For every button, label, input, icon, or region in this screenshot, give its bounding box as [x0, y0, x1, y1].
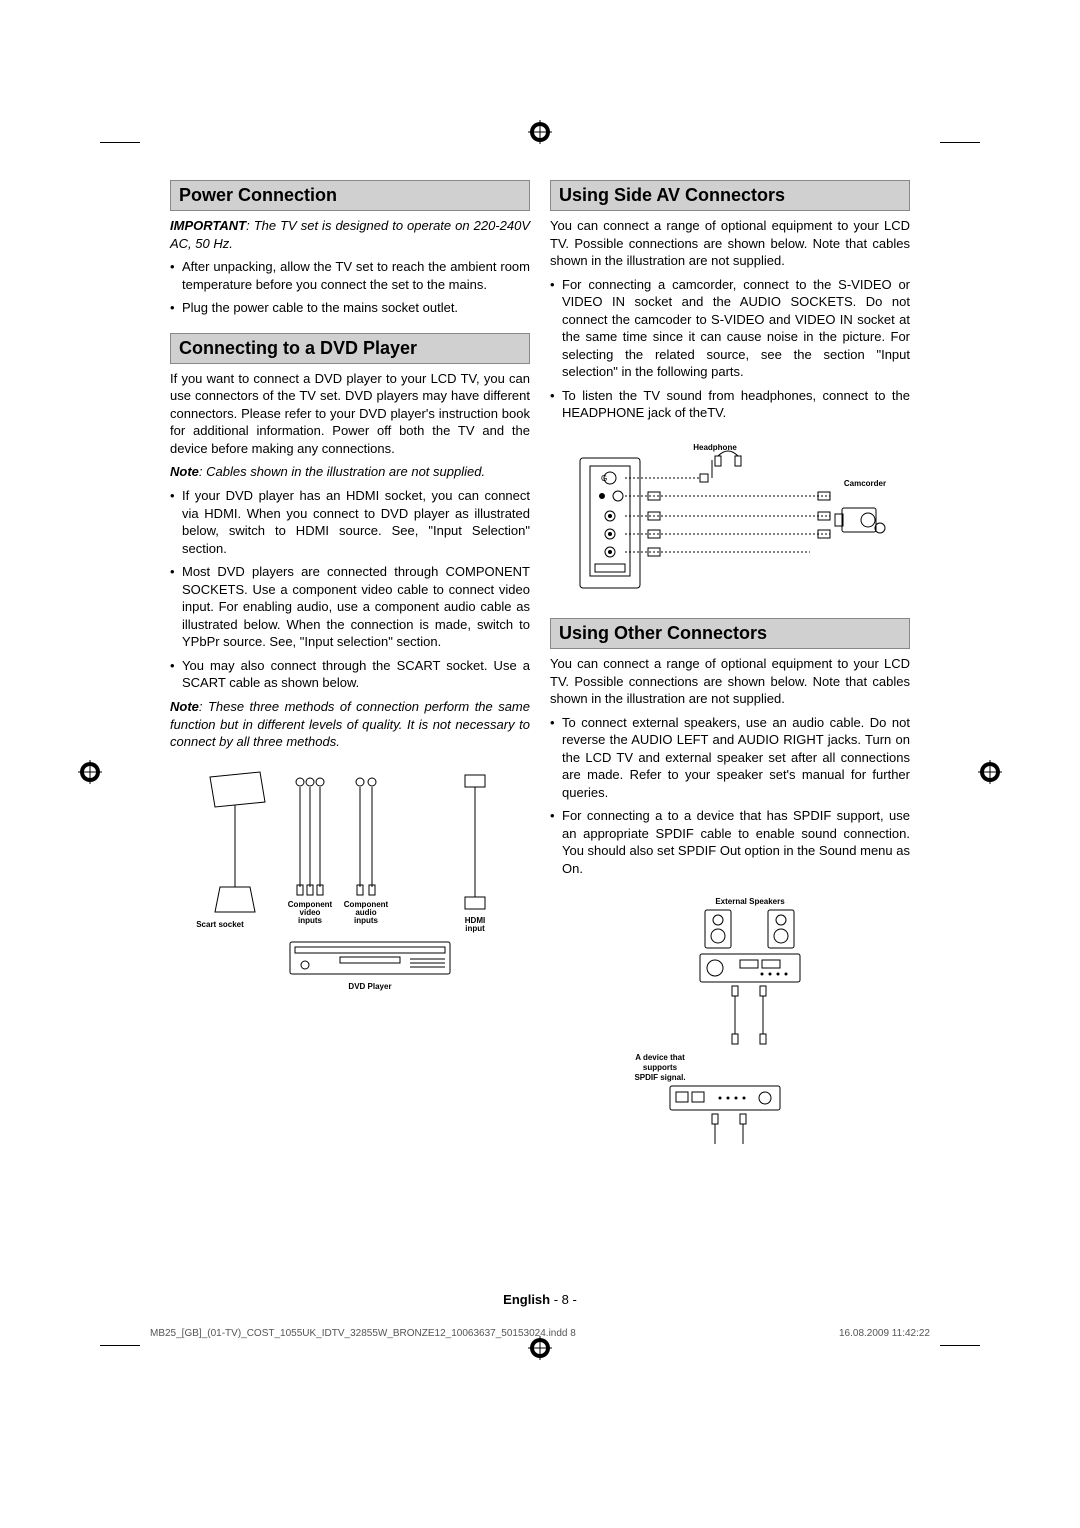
other-connectors-svg: External Speakers: [620, 894, 840, 1154]
footer-page: - 8 -: [550, 1292, 577, 1307]
registration-mark-bottom: [528, 1336, 552, 1360]
page-footer: English - 8 -: [0, 1292, 1080, 1307]
spdif-l3: SPDIF signal.: [634, 1073, 685, 1082]
side-av-intro: You can connect a range of optional equi…: [550, 217, 910, 270]
print-file: MB25_[GB]_(01-TV)_COST_1055UK_IDTV_32855…: [150, 1328, 576, 1339]
side-av-header: Using Side AV Connectors: [550, 180, 910, 211]
left-column: Power Connection IMPORTANT: The TV set i…: [170, 180, 530, 1164]
dvd-note: Note: Cables shown in the illustration a…: [170, 463, 530, 481]
fig-headphone-label: Headphone: [693, 443, 737, 452]
crop-mark: [940, 1345, 980, 1346]
power-bullet-1: After unpacking, allow the TV set to rea…: [170, 258, 530, 293]
print-timestamp: 16.08.2009 11:42:22: [839, 1328, 930, 1339]
dvd-diagram-svg: Scart socket Componentvideoinputs Compon…: [190, 767, 510, 997]
dvd-header: Connecting to a DVD Player: [170, 333, 530, 364]
fig-camcorder-label: Camcorder: [844, 479, 886, 488]
spdif-l1: A device that: [635, 1053, 685, 1062]
other-connectors-figure: External Speakers: [620, 894, 840, 1154]
power-connection-header: Power Connection: [170, 180, 530, 211]
other-bullet-1: To connect external speakers, use an aud…: [550, 714, 910, 802]
side-av-bullet-1: For connecting a camcorder, connect to t…: [550, 276, 910, 381]
dvd-bullet-3: You may also connect through the SCART s…: [170, 657, 530, 692]
dvd-bullet-1: If your DVD player has an HDMI socket, y…: [170, 487, 530, 557]
fig-extspk-label: External Speakers: [715, 897, 785, 906]
registration-mark-top: [528, 120, 552, 144]
crop-mark: [940, 142, 980, 143]
print-metadata-line: MB25_[GB]_(01-TV)_COST_1055UK_IDTV_32855…: [150, 1328, 930, 1339]
dvd-connection-figure: Scart socket Componentvideoinputs Compon…: [190, 767, 510, 997]
registration-mark-left: [78, 760, 102, 784]
fig-hdmi-label: HDMIinput: [465, 916, 485, 933]
svg-text:G: G: [601, 474, 607, 483]
crop-mark: [100, 142, 140, 143]
footer-lang: English: [503, 1292, 550, 1307]
crop-mark: [100, 1345, 140, 1346]
note-text: : Cables shown in the illustration are n…: [199, 464, 485, 479]
note2-label: Note: [170, 699, 199, 714]
spdif-l2: supports: [643, 1063, 678, 1072]
dvd-note-2: Note: These three methods of connection …: [170, 698, 530, 751]
side-av-figure: G Headphone: [570, 438, 890, 598]
other-connectors-header: Using Other Connectors: [550, 618, 910, 649]
side-av-svg: G Headphone: [570, 438, 890, 598]
registration-mark-right: [978, 760, 1002, 784]
dvd-intro: If you want to connect a DVD player to y…: [170, 370, 530, 458]
fig-compa-label: Componentaudioinputs: [344, 900, 389, 925]
note-label: Note: [170, 464, 199, 479]
fig-compv-label: Componentvideoinputs: [288, 900, 333, 925]
fig-dvd-label: DVD Player: [348, 982, 391, 991]
dvd-bullet-2: Most DVD players are connected through C…: [170, 563, 530, 651]
note2-text: : These three methods of connection perf…: [170, 699, 530, 749]
side-av-bullet-2: To listen the TV sound from headphones, …: [550, 387, 910, 422]
power-bullet-2: Plug the power cable to the mains socket…: [170, 299, 530, 317]
important-note: IMPORTANT: The TV set is designed to ope…: [170, 217, 530, 252]
other-intro: You can connect a range of optional equi…: [550, 655, 910, 708]
page-content: Power Connection IMPORTANT: The TV set i…: [170, 180, 910, 1164]
important-label: IMPORTANT: [170, 218, 246, 233]
right-column: Using Side AV Connectors You can connect…: [550, 180, 910, 1164]
fig-scart-label: Scart socket: [196, 920, 244, 929]
other-bullet-2: For connecting a to a device that has SP…: [550, 807, 910, 877]
